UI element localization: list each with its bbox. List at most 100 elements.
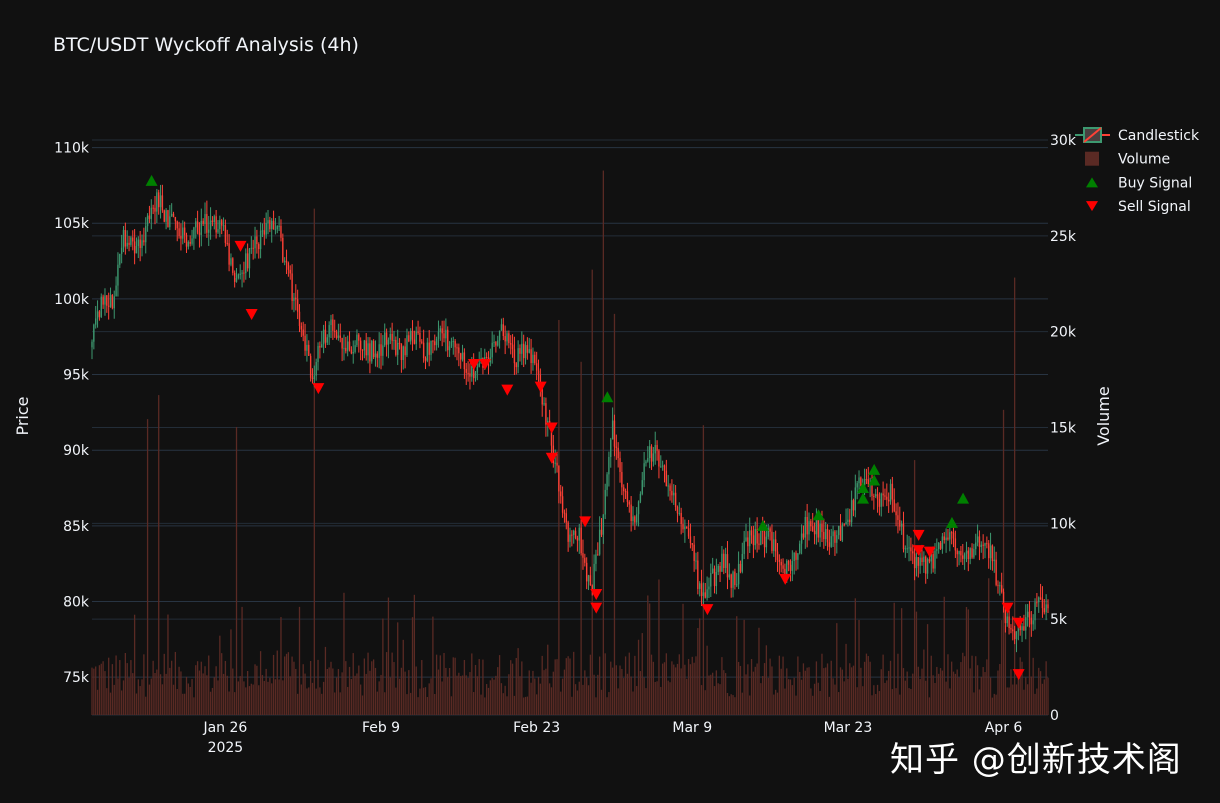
candle-body bbox=[337, 335, 340, 338]
volume-bar bbox=[899, 694, 901, 715]
volume-bar bbox=[797, 656, 799, 715]
candle-body bbox=[332, 319, 334, 331]
candle-body bbox=[560, 491, 562, 497]
candle-body bbox=[912, 551, 914, 554]
sell-signal-marker bbox=[923, 546, 936, 558]
candle-body bbox=[982, 544, 984, 546]
volume-bar bbox=[841, 669, 843, 715]
candle-body bbox=[650, 446, 653, 462]
candle-body bbox=[359, 340, 362, 350]
candle-body bbox=[345, 347, 347, 352]
candle-body bbox=[847, 519, 849, 523]
volume-bar bbox=[248, 686, 251, 715]
candle-body bbox=[120, 247, 123, 254]
volume-bar bbox=[958, 677, 960, 715]
candle-body bbox=[413, 339, 416, 344]
volume-bar bbox=[365, 673, 367, 715]
sell-signal-marker bbox=[312, 383, 325, 395]
y2-tick-label: 5k bbox=[1050, 612, 1068, 628]
volume-bar bbox=[132, 673, 134, 715]
volume-bar bbox=[595, 697, 597, 715]
volume-bar bbox=[250, 683, 252, 715]
volume-bar bbox=[473, 692, 475, 715]
volume-bar bbox=[489, 680, 491, 715]
candle-body bbox=[348, 341, 351, 350]
candle-body bbox=[947, 537, 949, 540]
volume-bar bbox=[856, 687, 858, 715]
volume-bar bbox=[104, 671, 106, 715]
legend[interactable]: Candlestick Volume Buy Signal Sell Signal bbox=[1075, 127, 1200, 215]
volume-bar bbox=[495, 675, 497, 715]
volume-bar bbox=[532, 670, 534, 715]
y2-tick-label: 20k bbox=[1050, 325, 1077, 341]
y2-axis-title: Volume bbox=[1094, 386, 1113, 446]
candle-body bbox=[600, 529, 603, 535]
legend-item-sell[interactable]: Sell Signal bbox=[1086, 199, 1191, 215]
volume-bar bbox=[183, 693, 186, 715]
volume-bar bbox=[775, 689, 777, 715]
volume-bar bbox=[1012, 684, 1014, 715]
volume-bar bbox=[517, 648, 519, 715]
volume-bar bbox=[335, 677, 338, 715]
y2-tick-label: 30k bbox=[1050, 133, 1077, 149]
volume-bar bbox=[174, 651, 177, 715]
volume-bar bbox=[300, 684, 303, 715]
legend-item-buy[interactable]: Buy Signal bbox=[1086, 175, 1192, 191]
candle-body bbox=[437, 331, 440, 339]
volume-bar bbox=[369, 670, 371, 715]
volume-bar bbox=[767, 677, 769, 715]
candle-body bbox=[843, 524, 845, 526]
candle-body bbox=[745, 537, 747, 541]
y-tick-label: 85k bbox=[63, 519, 90, 535]
volume-bar bbox=[930, 655, 932, 715]
candle-body bbox=[976, 536, 979, 543]
volume-bar bbox=[673, 664, 675, 715]
buy-signal-marker bbox=[857, 482, 870, 494]
candle-body bbox=[182, 227, 184, 239]
volume-bar bbox=[324, 646, 327, 715]
volume-bar bbox=[548, 683, 551, 715]
candle-body bbox=[691, 543, 693, 545]
volume-bar bbox=[862, 686, 864, 715]
candle-body bbox=[643, 463, 645, 481]
legend-item-candle[interactable]: Candlestick bbox=[1075, 127, 1200, 144]
candle-body bbox=[856, 483, 858, 488]
volume-bar bbox=[776, 692, 779, 715]
volume-bar bbox=[98, 665, 101, 715]
candle-body bbox=[950, 532, 953, 534]
volume-bar bbox=[191, 678, 193, 715]
buy-signal-marker bbox=[756, 519, 769, 531]
candle-body bbox=[309, 355, 312, 378]
volume-bar bbox=[182, 693, 184, 715]
candle-body bbox=[534, 354, 536, 364]
candle-body bbox=[178, 228, 180, 237]
volume-bar bbox=[167, 614, 169, 715]
candle-body bbox=[682, 524, 684, 530]
volume-bar bbox=[430, 678, 432, 715]
candle-body bbox=[569, 534, 571, 542]
candle-body bbox=[824, 529, 827, 540]
candle-body bbox=[293, 297, 295, 301]
candle-body bbox=[737, 563, 740, 585]
candle-body bbox=[241, 272, 243, 274]
volume-bar bbox=[122, 680, 125, 715]
volume-bar bbox=[758, 627, 760, 715]
candle-body bbox=[506, 333, 508, 342]
volume-bar bbox=[285, 653, 288, 715]
volume-bar bbox=[143, 654, 145, 715]
legend-item-bar[interactable]: Volume bbox=[1085, 151, 1170, 168]
candle-body bbox=[254, 236, 256, 249]
volume-bar bbox=[1006, 687, 1008, 715]
candle-body bbox=[765, 536, 768, 548]
candle-body bbox=[591, 585, 593, 590]
candle-body bbox=[183, 227, 186, 236]
candle-body bbox=[732, 571, 734, 588]
volume-bar bbox=[912, 673, 914, 715]
volume-bar bbox=[1008, 687, 1010, 715]
volume-bar bbox=[319, 687, 321, 715]
volume-bar bbox=[252, 684, 254, 715]
volume-bar bbox=[576, 690, 579, 715]
volume-bar bbox=[96, 689, 99, 715]
candle-body bbox=[1045, 604, 1047, 613]
